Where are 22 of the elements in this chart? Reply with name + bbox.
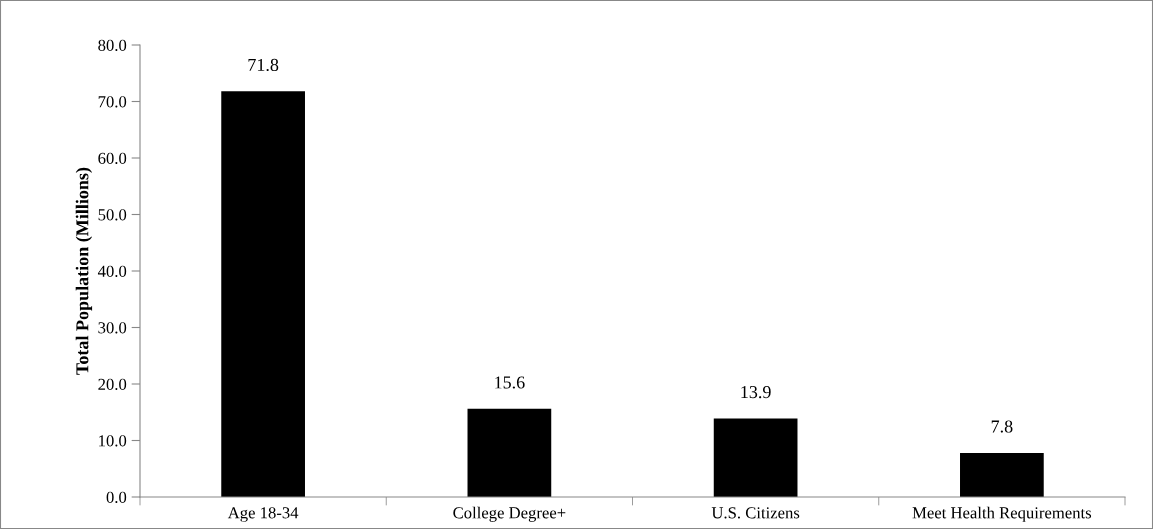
x-tick-label: Meet Health Requirements	[912, 506, 1092, 522]
y-tick-label: 30.0	[98, 322, 127, 334]
data-label: 15.6	[495, 376, 525, 389]
bar	[960, 452, 1044, 497]
y-tick-label: 80.0	[98, 39, 127, 52]
bar	[221, 91, 305, 497]
y-tick-label: 50.0	[98, 209, 127, 221]
y-tick-label: 10.0	[99, 435, 127, 447]
x-tick-label: U.S. Citizens	[711, 507, 800, 519]
x-tick-label: Age 18-34	[227, 507, 299, 522]
bar	[467, 408, 552, 497]
data-label: 7.8	[991, 420, 1013, 433]
y-tick-label: 0.0	[106, 491, 127, 504]
x-tick-label: College Degree+	[453, 506, 566, 522]
y-tick-label: 70.0	[98, 96, 127, 108]
data-label: 71.8	[248, 58, 279, 72]
y-tick-label: 40.0	[97, 265, 127, 278]
data-label: 13.9	[741, 386, 771, 399]
y-tick-label: 20.0	[98, 378, 127, 391]
y-axis-title: Total Population (Millions)	[75, 167, 93, 375]
y-tick-label: 60.0	[98, 152, 127, 165]
bar	[713, 418, 798, 497]
